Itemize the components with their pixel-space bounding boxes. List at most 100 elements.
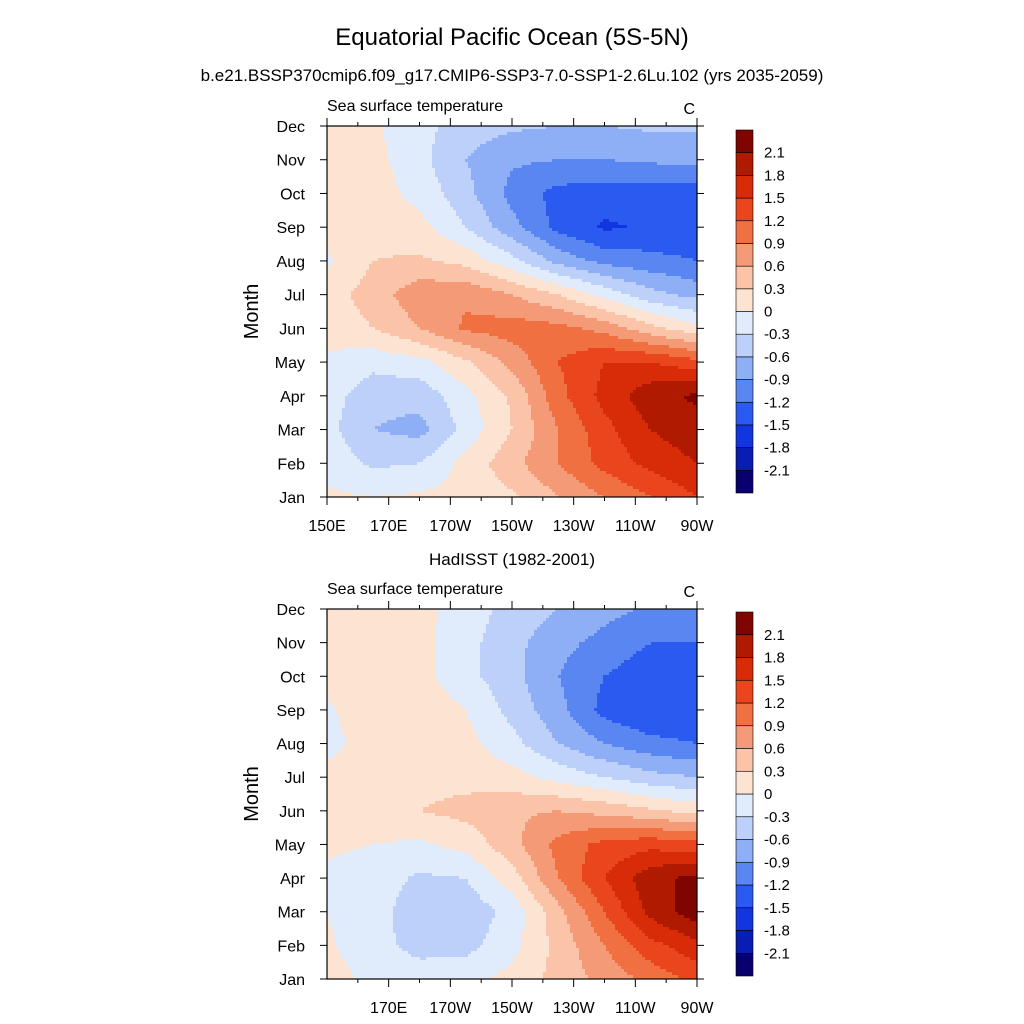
sst-cell — [357, 171, 361, 175]
sst-cell — [363, 156, 367, 160]
sst-cell — [399, 189, 403, 193]
sst-cell — [411, 177, 415, 181]
sst-cell — [678, 204, 682, 208]
sst-cell — [660, 168, 664, 172]
sst-cell — [441, 192, 445, 196]
sst-cell — [516, 141, 520, 145]
sst-cell — [420, 192, 424, 196]
sst-cell — [483, 174, 487, 178]
sst-cell — [339, 141, 343, 145]
sst-cell — [507, 147, 511, 151]
sst-cell — [498, 141, 502, 145]
sst-cell — [468, 195, 472, 199]
sst-cell — [456, 138, 460, 142]
sst-cell — [348, 213, 352, 217]
sst-cell — [477, 207, 481, 211]
sst-cell — [540, 150, 544, 154]
sst-cell — [525, 135, 529, 139]
sst-cell — [585, 141, 589, 145]
sst-cell — [396, 174, 400, 178]
sst-cell — [360, 198, 364, 202]
sst-cell — [681, 138, 685, 142]
sst-cell — [573, 183, 577, 187]
sst-cell — [684, 174, 688, 178]
sst-cell — [606, 180, 610, 184]
sst-cell — [441, 186, 445, 190]
sst-cell — [609, 165, 613, 169]
sst-cell — [438, 171, 442, 175]
sst-cell — [558, 147, 562, 151]
sst-cell — [525, 162, 529, 166]
sst-cell — [660, 204, 664, 208]
sst-cell — [411, 150, 415, 154]
sst-cell — [576, 138, 580, 142]
sst-cell — [423, 201, 427, 205]
sst-cell — [627, 144, 631, 148]
sst-cell — [501, 177, 505, 181]
sst-cell — [387, 132, 391, 136]
sst-cell — [393, 177, 397, 181]
sst-cell — [507, 141, 511, 145]
sst-cell — [444, 156, 448, 160]
sst-cell — [576, 159, 580, 163]
sst-cell — [609, 159, 613, 163]
sst-cell — [447, 216, 451, 220]
sst-cell — [594, 186, 598, 190]
sst-cell — [552, 216, 556, 220]
sst-cell — [348, 150, 352, 154]
sst-cell — [579, 165, 583, 169]
sst-cell — [345, 162, 349, 166]
sst-cell — [483, 144, 487, 148]
sst-cell — [348, 195, 352, 199]
sst-cell — [333, 156, 337, 160]
sst-cell — [552, 213, 556, 217]
sst-cell — [561, 132, 565, 136]
sst-cell — [504, 153, 508, 157]
sst-cell — [576, 165, 580, 169]
sst-cell — [405, 162, 409, 166]
sst-cell — [465, 159, 469, 163]
sst-cell — [621, 147, 625, 151]
sst-cell — [693, 210, 697, 214]
sst-cell — [552, 141, 556, 145]
sst-cell — [423, 177, 427, 181]
sst-cell — [579, 171, 583, 175]
sst-cell — [588, 216, 592, 220]
sst-cell — [507, 198, 511, 202]
sst-cell — [642, 150, 646, 154]
sst-cell — [402, 129, 406, 133]
sst-cell — [351, 141, 355, 145]
sst-cell — [339, 159, 343, 163]
sst-cell — [528, 141, 532, 145]
sst-cell — [522, 210, 526, 214]
sst-cell — [417, 201, 421, 205]
sst-cell — [456, 159, 460, 163]
sst-cell — [477, 153, 481, 157]
sst-cell — [408, 192, 412, 196]
sst-cell — [462, 192, 466, 196]
sst-cell — [471, 186, 475, 190]
sst-cell — [585, 165, 589, 169]
sst-cell — [648, 183, 652, 187]
sst-cell — [330, 138, 334, 142]
sst-cell — [561, 147, 565, 151]
sst-cell — [438, 135, 442, 139]
sst-cell — [426, 159, 430, 163]
sst-cell — [414, 135, 418, 139]
sst-cell — [663, 174, 667, 178]
sst-cell — [468, 213, 472, 217]
sst-cell — [492, 180, 496, 184]
sst-cell — [360, 168, 364, 172]
sst-cell — [639, 168, 643, 172]
sst-cell — [648, 213, 652, 217]
sst-cell — [354, 135, 358, 139]
sst-cell — [351, 129, 355, 133]
sst-cell — [537, 129, 541, 133]
sst-cell — [588, 159, 592, 163]
sst-cell — [525, 183, 529, 187]
sst-cell — [663, 168, 667, 172]
sst-cell — [456, 183, 460, 187]
sst-cell — [333, 180, 337, 184]
sst-cell — [582, 132, 586, 136]
sst-cell — [516, 159, 520, 163]
